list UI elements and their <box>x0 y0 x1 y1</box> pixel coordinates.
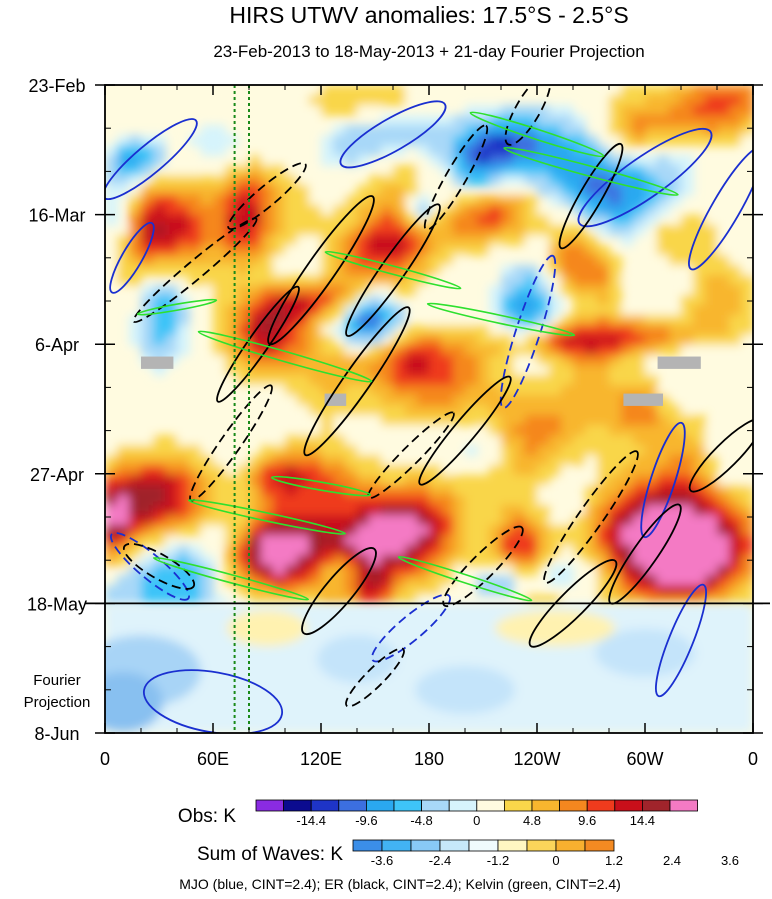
cb-waves-swatch-6 <box>526 839 557 852</box>
x-tick-label-1: 60E <box>197 749 229 769</box>
y-axis: 23-Feb 16-Mar 6-Apr 27-Apr 18-May 8-Jun Fourie… <box>24 76 763 744</box>
missing-data-patches <box>141 356 701 406</box>
wave-contours <box>105 85 753 733</box>
cb-waves-swatch-3 <box>439 839 470 852</box>
cb-obs-tick-1: -9.6 <box>355 813 377 828</box>
obs-colorbar: Obs: K -14.4 -9.6 -4.8 0 4.8 9.6 14.4 <box>178 799 699 828</box>
x-axis: 0 60E 120E 180 120W 60W 0 <box>100 85 758 769</box>
cb-waves-tick-6: 3.6 <box>721 853 739 868</box>
cb-waves-tick-4: 1.2 <box>605 853 623 868</box>
cb-obs-label: Obs: K <box>178 806 236 827</box>
cb-obs-swatch-7 <box>448 799 478 812</box>
y-tick-label-5: 8-Jun <box>34 724 79 744</box>
cb-waves-tick-2: -1.2 <box>487 853 509 868</box>
projection-label-line-0: Fourier <box>33 672 81 689</box>
projection-label-line-1: Projection <box>24 694 91 711</box>
reference-lines <box>233 85 250 733</box>
cb-waves-swatch-5 <box>497 839 528 852</box>
cb-obs-swatch-3 <box>338 799 367 812</box>
cb-obs-swatch-15 <box>669 799 699 812</box>
cb-obs-swatch-2 <box>310 799 340 812</box>
cb-obs-swatch-9 <box>503 799 533 812</box>
cb-obs-tick-4: 4.8 <box>523 813 541 828</box>
cb-obs-swatch-6 <box>421 799 450 812</box>
cb-obs-swatch-1 <box>283 799 312 812</box>
cb-obs-swatch-4 <box>365 799 395 812</box>
chart-subtitle: 23-Feb-2013 to 18-May-2013 + 21-day Four… <box>213 42 644 61</box>
cb-obs-tick-0: -14.4 <box>296 813 326 828</box>
cb-obs-tick-3: 0 <box>473 813 480 828</box>
cb-waves-swatch-4 <box>468 839 499 852</box>
cb-waves-tick-5: 2.4 <box>663 853 681 868</box>
cb-waves-swatch-1 <box>381 839 412 852</box>
cb-waves-label: Sum of Waves: K <box>197 844 343 865</box>
chart-title: HIRS UTWV anomalies: 17.5°S - 2.5°S <box>229 2 628 28</box>
cb-obs-swatch-10 <box>531 799 561 812</box>
cb-obs-swatch-14 <box>642 799 671 812</box>
y-tick-label-4: 18-May <box>27 594 87 614</box>
cb-obs-swatch-0 <box>255 799 285 812</box>
x-tick-label-0: 0 <box>100 749 110 769</box>
cb-waves-tick-0: -3.6 <box>371 853 393 868</box>
cb-waves-swatch-0 <box>352 839 383 852</box>
cb-obs-tick-2: -4.8 <box>410 813 432 828</box>
y-tick-label-0: 23-Feb <box>28 76 85 96</box>
x-tick-label-3: 180 <box>414 749 444 769</box>
cb-obs-swatch-5 <box>393 799 423 812</box>
x-tick-label-4: 120W <box>513 749 560 769</box>
waves-colorbar: Sum of Waves: K -3.6 -2.4 -1.2 0 1.2 2.4 3.6 <box>197 839 739 868</box>
cb-obs-tick-5: 9.6 <box>578 813 596 828</box>
y-tick-label-3: 27-Apr <box>30 465 84 485</box>
cb-waves-swatch-2 <box>410 839 441 852</box>
cb-obs-swatch-8 <box>476 799 505 812</box>
contour-legend: MJO (blue, CINT=2.4); ER (black, CINT=2.… <box>179 876 621 892</box>
projection-field <box>105 603 753 733</box>
cb-obs-swatch-13 <box>614 799 643 812</box>
cb-waves-tick-3: 0 <box>552 853 559 868</box>
cb-obs-tick-6: 14.4 <box>630 813 655 828</box>
cb-waves-tick-1: -2.4 <box>429 853 451 868</box>
plot-area <box>105 85 753 733</box>
cb-obs-swatch-11 <box>559 799 588 812</box>
x-tick-label-5: 60W <box>626 749 663 769</box>
cb-waves-swatch-7 <box>555 839 586 852</box>
y-tick-label-1: 16-Mar <box>28 206 85 226</box>
cb-obs-swatch-12 <box>586 799 616 812</box>
y-tick-label-2: 6-Apr <box>35 335 79 355</box>
x-tick-label-6: 0 <box>748 749 758 769</box>
cb-waves-swatch-8 <box>584 839 615 852</box>
x-tick-label-2: 120E <box>300 749 342 769</box>
